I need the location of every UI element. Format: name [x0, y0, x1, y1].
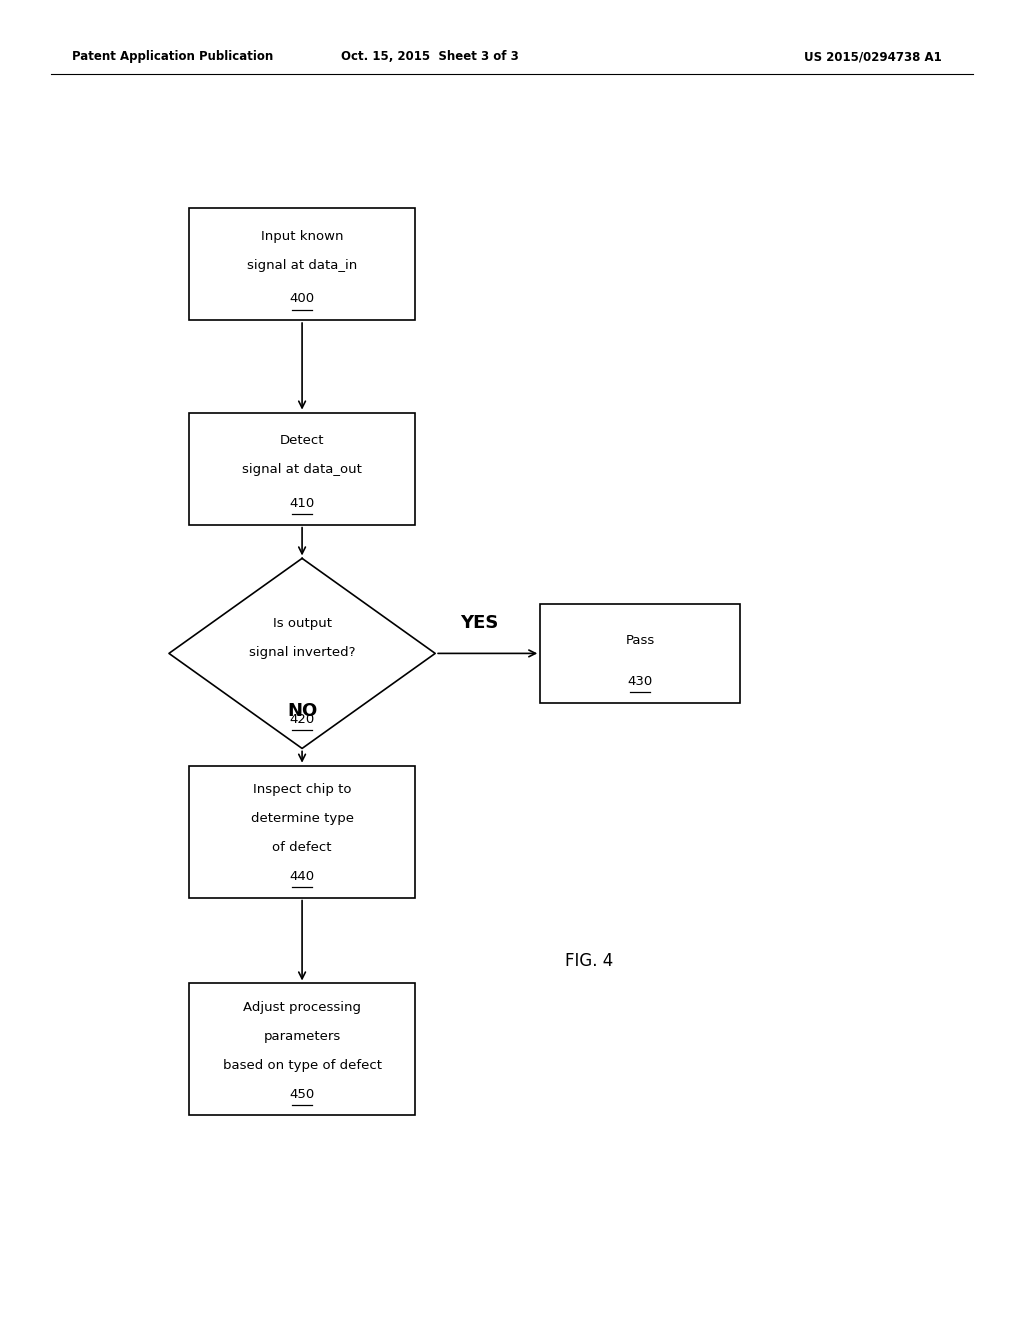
Text: 430: 430: [628, 676, 652, 688]
Text: based on type of defect: based on type of defect: [222, 1059, 382, 1072]
Text: 400: 400: [290, 293, 314, 305]
Text: NO: NO: [287, 702, 317, 721]
Text: FIG. 4: FIG. 4: [564, 952, 613, 970]
Text: 450: 450: [290, 1088, 314, 1101]
Text: Is output: Is output: [272, 616, 332, 630]
Text: Pass: Pass: [626, 634, 654, 647]
Text: Oct. 15, 2015  Sheet 3 of 3: Oct. 15, 2015 Sheet 3 of 3: [341, 50, 519, 63]
Text: signal at data_in: signal at data_in: [247, 259, 357, 272]
FancyBboxPatch shape: [189, 983, 415, 1115]
FancyBboxPatch shape: [189, 207, 415, 319]
Text: determine type: determine type: [251, 812, 353, 825]
Text: 410: 410: [290, 498, 314, 510]
Text: 420: 420: [290, 713, 314, 726]
Text: Detect: Detect: [280, 434, 325, 447]
Text: YES: YES: [460, 614, 499, 632]
Text: Inspect chip to: Inspect chip to: [253, 783, 351, 796]
Text: of defect: of defect: [272, 841, 332, 854]
FancyBboxPatch shape: [541, 605, 739, 702]
Text: signal at data_out: signal at data_out: [242, 463, 362, 477]
Text: Input known: Input known: [261, 230, 343, 243]
FancyBboxPatch shape: [189, 412, 415, 524]
Text: 440: 440: [290, 870, 314, 883]
FancyBboxPatch shape: [189, 766, 415, 898]
Text: signal inverted?: signal inverted?: [249, 645, 355, 659]
Text: Patent Application Publication: Patent Application Publication: [72, 50, 273, 63]
Text: US 2015/0294738 A1: US 2015/0294738 A1: [804, 50, 942, 63]
Text: Adjust processing: Adjust processing: [243, 1001, 361, 1014]
Text: parameters: parameters: [263, 1030, 341, 1043]
